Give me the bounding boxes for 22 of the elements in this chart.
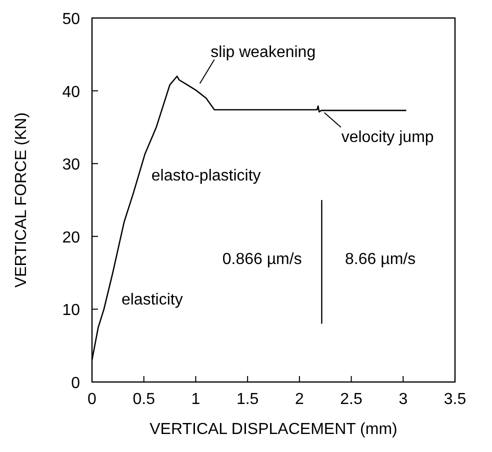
x-tick-label: 0 <box>88 391 97 408</box>
x-tick-label: 3 <box>398 391 408 408</box>
x-tick-label: 3.5 <box>444 391 466 408</box>
y-tick-label: 0 <box>71 375 80 392</box>
annotation: 0.866 µm/s <box>222 251 302 268</box>
annotation: elasticity <box>121 291 183 308</box>
x-tick-label: 2 <box>294 391 304 408</box>
annotation: velocity jump <box>341 128 434 146</box>
x-tick-label: 1 <box>191 391 200 408</box>
x-tick-label: 1.5 <box>236 391 259 408</box>
x-axis-title: VERTICAL DISPLACEMENT (mm) <box>150 421 398 438</box>
y-tick-label: 20 <box>62 229 80 246</box>
y-tick-label: 10 <box>62 302 80 320</box>
x-tick-label: 0.5 <box>132 391 156 408</box>
annotation: slip weakening <box>210 44 316 61</box>
annotation: 8.66 µm/s <box>345 251 416 268</box>
y-axis-title: VERTICAL FORCE (KN) <box>13 112 30 288</box>
y-tick-label: 50 <box>62 11 80 28</box>
y-tick-label: 30 <box>62 156 80 174</box>
x-tick-label: 2.5 <box>340 391 363 408</box>
y-tick-label: 40 <box>62 84 80 101</box>
annotation: elasto-plasticity <box>151 168 261 185</box>
